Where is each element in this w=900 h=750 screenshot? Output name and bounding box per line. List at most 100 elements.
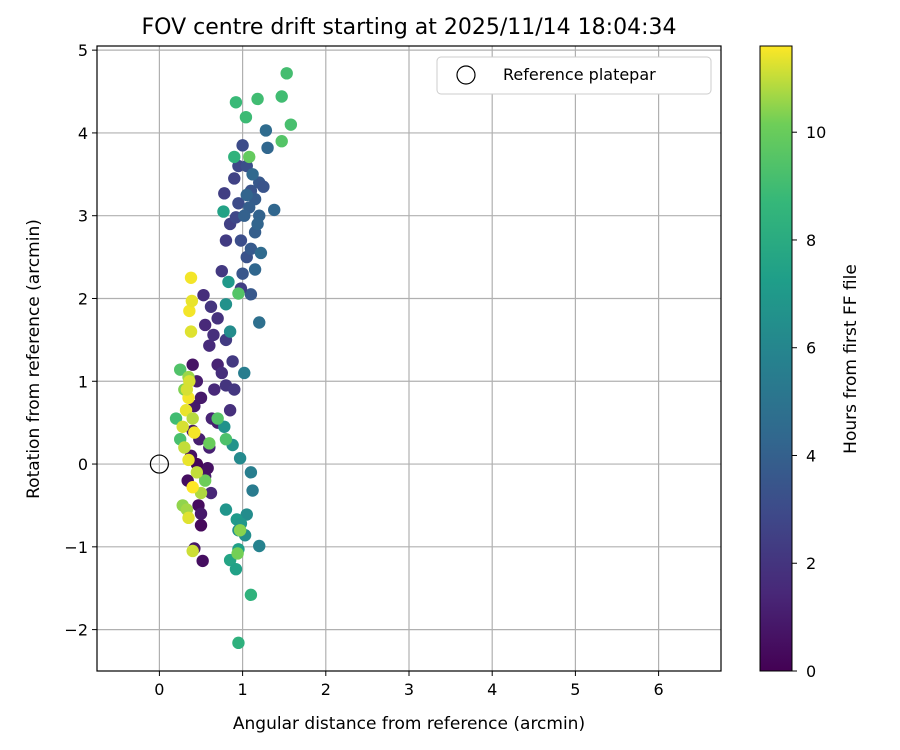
colorbar-tick-label: 4 (806, 446, 816, 465)
scatter-point (219, 503, 233, 516)
scatter-point (219, 234, 233, 247)
scatter-point (228, 150, 241, 164)
scatter-point (254, 246, 268, 260)
colorbar-tick-label: 8 (806, 231, 816, 250)
scatter-point (176, 420, 189, 433)
scatter-point (186, 481, 199, 494)
scatter-point (180, 383, 194, 396)
scatter-point (182, 453, 195, 467)
colorbar-tick-label: 2 (806, 554, 816, 573)
x-tick-label: 6 (654, 680, 664, 699)
chart-title: FOV centre drift starting at 2025/11/14 … (142, 15, 677, 40)
scatter-point (240, 188, 253, 202)
scatter-point (232, 636, 245, 650)
scatter-point (233, 524, 247, 537)
scatter-point (194, 519, 208, 532)
scatter-point (215, 264, 228, 278)
reference-platepar-marker (149, 454, 169, 474)
scatter-point (280, 67, 293, 80)
scatter-point (243, 150, 256, 164)
scatter-point (251, 92, 264, 106)
scatter-point (219, 433, 233, 446)
scatter-point (215, 366, 228, 380)
scatter-point (240, 508, 253, 521)
scatter-point (229, 562, 243, 576)
scatter-point (275, 90, 288, 103)
scatter-point (238, 209, 251, 222)
colorbar-gradient (759, 45, 793, 672)
scatter-point (194, 391, 208, 405)
scatter-point (244, 466, 258, 479)
scatter-point (259, 124, 273, 137)
scatter-point (233, 452, 247, 465)
scatter-point (219, 298, 233, 311)
scatter-point (186, 358, 199, 371)
scatter-point (218, 420, 231, 433)
scatter-point (174, 363, 187, 376)
y-tick-label: 1 (78, 372, 88, 391)
scatter-point (246, 168, 259, 181)
scatter-point (223, 404, 237, 417)
scatter-point (204, 300, 218, 313)
y-tick-label: −2 (64, 621, 88, 640)
scatter-point (196, 554, 209, 568)
scatter-point (253, 316, 266, 329)
y-tick-label: 0 (78, 455, 88, 474)
y-tick-label: 3 (78, 207, 88, 226)
scatter-point (232, 287, 245, 300)
legend-marker-icon (456, 65, 476, 85)
scatter-point (207, 328, 220, 342)
legend-label: Reference platepar (503, 65, 656, 84)
scatter-point (179, 404, 193, 417)
x-tick-label: 2 (321, 680, 331, 699)
scatter-point (234, 234, 248, 247)
plot-area: 0 1 2 3 4 5 6 −2 −1 0 1 2 3 4 5 (64, 41, 722, 699)
y-tick-label: 2 (78, 289, 88, 308)
x-axis-label: Angular distance from reference (arcmin) (233, 714, 585, 734)
scatter-points (169, 67, 298, 650)
scatter-point (229, 96, 243, 109)
x-tick-label: 5 (570, 680, 580, 699)
scatter-point (208, 383, 221, 396)
legend-box (436, 56, 712, 95)
scatter-point (222, 275, 235, 289)
scatter-point (246, 484, 259, 497)
colorbar: 0 2 4 6 8 10 Hours from first FF file (759, 45, 861, 681)
scatter-point (253, 539, 266, 553)
colorbar-tick-label: 6 (806, 339, 816, 358)
colorbar-ticks: 0 2 4 6 8 10 (792, 123, 826, 681)
scatter-point (228, 383, 241, 396)
colorbar-label: Hours from first FF file (841, 264, 861, 454)
scatter-point (228, 172, 241, 185)
x-tick-label: 4 (487, 680, 497, 699)
scatter-point (239, 110, 253, 124)
scatter-point (223, 325, 237, 338)
scatter-point (184, 325, 198, 338)
scatter-point (198, 474, 212, 487)
scatter-point (188, 426, 201, 439)
scatter-point (178, 441, 191, 454)
scatter-point (284, 118, 298, 131)
scatter-point (244, 588, 258, 602)
scatter-point (211, 412, 224, 425)
scatter-point (203, 339, 216, 352)
scatter-point (218, 187, 231, 200)
scatter-point (182, 511, 195, 525)
scatter-point (251, 217, 264, 231)
scatter-point (226, 355, 239, 368)
scatter-point (201, 461, 214, 475)
scatter-point (236, 267, 249, 280)
scatter-point (248, 263, 262, 276)
scatter-point (275, 134, 288, 148)
scatter-point (244, 288, 258, 301)
scatter-point (238, 366, 251, 380)
scatter-point (232, 197, 245, 210)
scatter-point (186, 412, 199, 425)
y-axis-label: Rotation from reference (arcmin) (24, 219, 44, 499)
x-tick-label: 1 (238, 680, 248, 699)
x-tick-label: 3 (404, 680, 414, 699)
scatter-point (185, 294, 199, 308)
scatter-point (244, 242, 258, 256)
